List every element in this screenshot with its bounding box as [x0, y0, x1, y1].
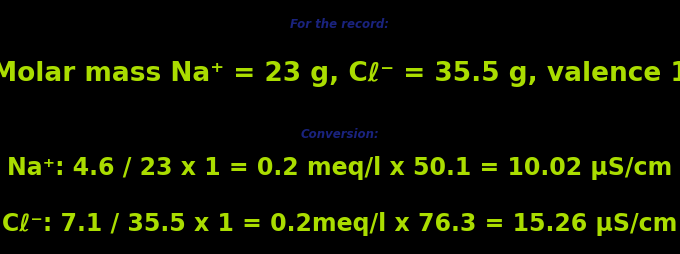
- Text: Conversion:: Conversion:: [301, 127, 379, 140]
- Text: Molar mass Na⁺ = 23 g, Cℓ⁻ = 35.5 g, valence 1: Molar mass Na⁺ = 23 g, Cℓ⁻ = 35.5 g, val…: [0, 61, 680, 87]
- Text: Na⁺: 4.6 / 23 x 1 = 0.2 meq/l x 50.1 = 10.02 μS/cm: Na⁺: 4.6 / 23 x 1 = 0.2 meq/l x 50.1 = 1…: [7, 155, 673, 179]
- Text: For the record:: For the record:: [290, 18, 390, 31]
- Text: Cℓ⁻: 7.1 / 35.5 x 1 = 0.2meq/l x 76.3 = 15.26 μS/cm: Cℓ⁻: 7.1 / 35.5 x 1 = 0.2meq/l x 76.3 = …: [2, 211, 678, 235]
